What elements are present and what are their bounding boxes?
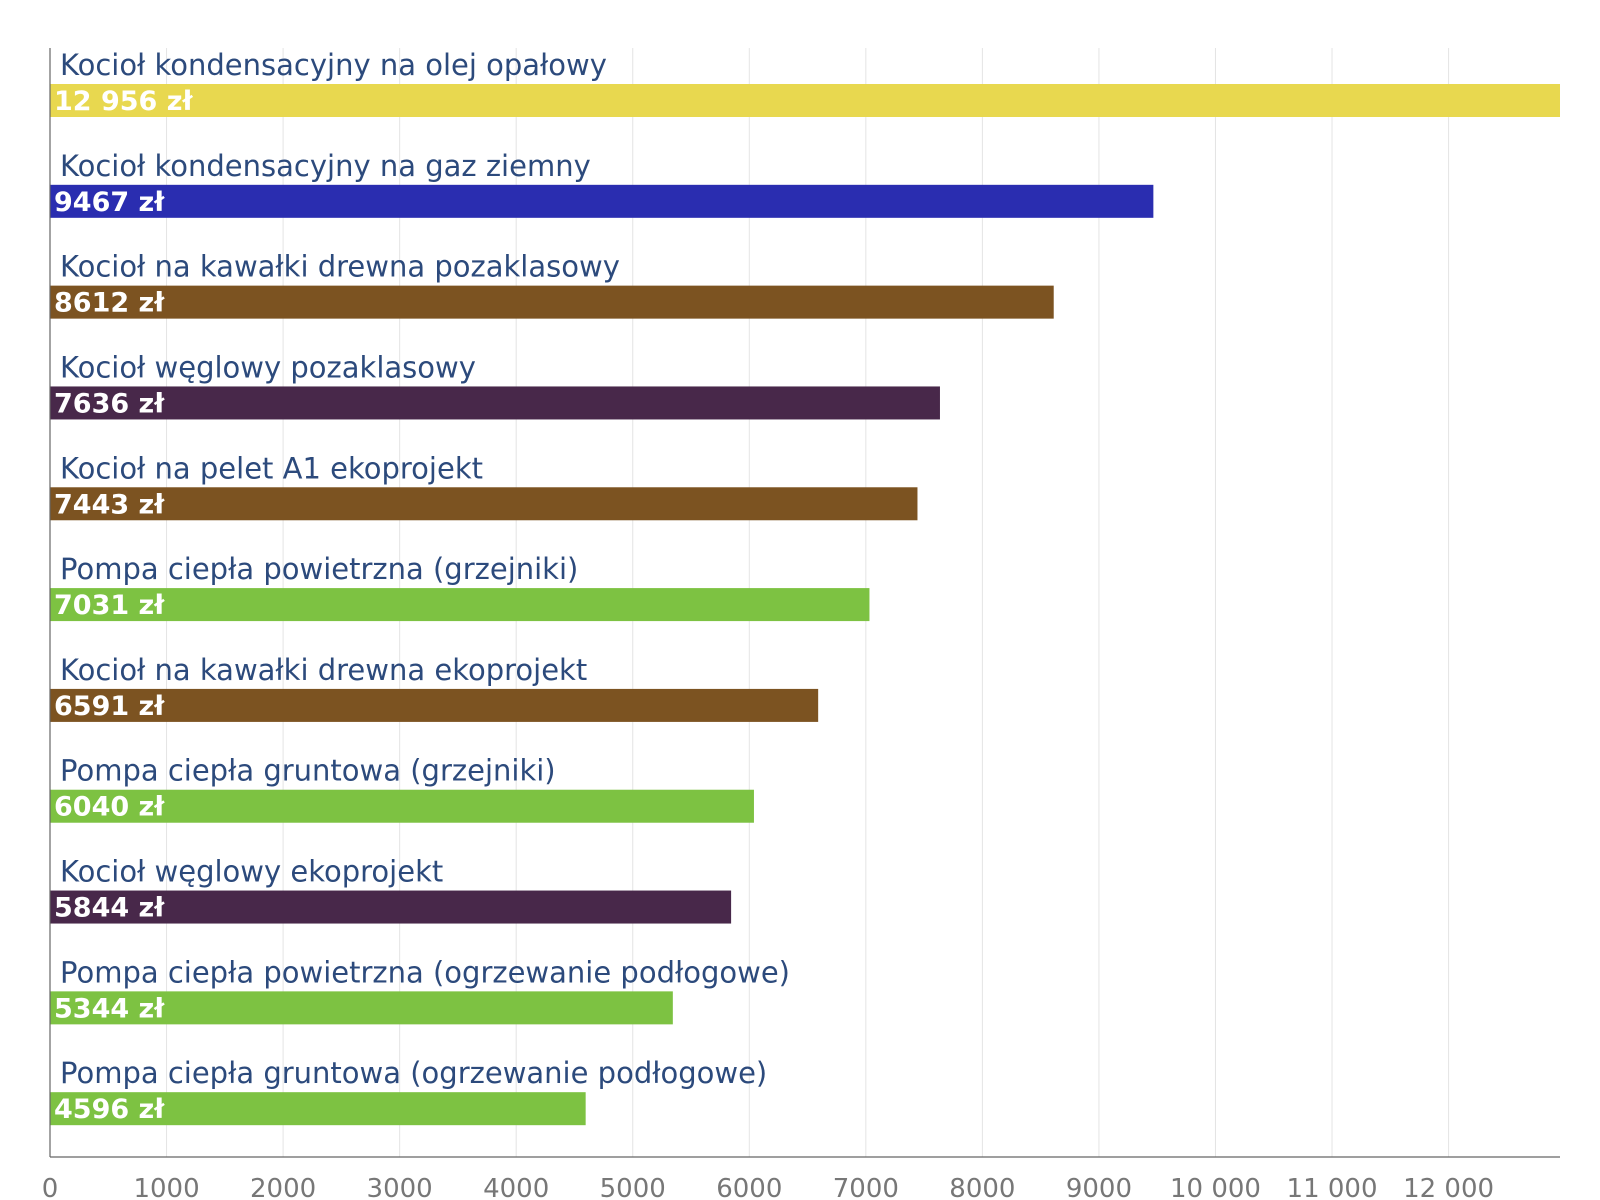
x-tick-label: 7000 — [833, 1174, 899, 1200]
category-label: Kocioł kondensacyjny na gaz ziemny — [60, 149, 591, 183]
x-tick-label: 9000 — [1066, 1174, 1132, 1200]
x-tick-label: 3000 — [367, 1174, 433, 1200]
x-tick-label: 4000 — [483, 1174, 549, 1200]
category-label: Pompa ciepła gruntowa (ogrzewanie podłog… — [60, 1056, 767, 1090]
value-label: 5844 zł — [54, 893, 165, 924]
value-label: 7443 zł — [54, 489, 165, 520]
category-label: Kocioł kondensacyjny na olej opałowy — [60, 48, 607, 82]
bar — [50, 184, 1154, 218]
x-tick-label: 10 000 — [1170, 1174, 1261, 1200]
value-label: 5344 zł — [54, 993, 165, 1024]
bar — [50, 285, 1054, 319]
bar — [50, 789, 754, 823]
bar — [50, 1092, 586, 1126]
axes-group — [49, 48, 1560, 1158]
bar — [50, 688, 819, 722]
value-label: 8612 zł — [54, 288, 165, 319]
value-label: 12 956 zł — [54, 86, 193, 117]
value-label: 7031 zł — [54, 590, 165, 621]
x-tick-label: 0 — [42, 1174, 59, 1200]
value-label: 6040 zł — [54, 792, 165, 823]
value-label: 4596 zł — [54, 1094, 165, 1125]
x-tick-label: 5000 — [600, 1174, 666, 1200]
bar — [50, 487, 918, 521]
x-tick-label: 8000 — [949, 1174, 1015, 1200]
category-label: Kocioł węglowy pozaklasowy — [60, 350, 476, 384]
category-label: Kocioł na kawałki drewna ekoprojekt — [60, 653, 587, 687]
x-tick-label: 12 000 — [1403, 1174, 1494, 1200]
bar — [50, 890, 732, 924]
category-label: Kocioł na pelet A1 ekoprojekt — [60, 451, 483, 485]
x-tick-label: 6000 — [716, 1174, 782, 1200]
x-tick-label: 11 000 — [1287, 1174, 1378, 1200]
bar — [50, 84, 1560, 117]
value-label: 7636 zł — [54, 388, 165, 419]
category-label: Pompa ciepła powietrzna (grzejniki) — [60, 552, 578, 586]
category-label: Kocioł węglowy ekoprojekt — [60, 855, 443, 889]
bar — [50, 991, 673, 1025]
x-tick-labels: 0 1000 2000 3000 4000 5000 6000 7000 8000 9000 10 … — [42, 1174, 1494, 1200]
x-tick-label: 1000 — [133, 1174, 199, 1200]
x-tick-label: 2000 — [250, 1174, 316, 1200]
category-label: Pompa ciepła powietrzna (ogrzewanie podł… — [60, 955, 790, 989]
bar — [50, 386, 940, 420]
bar — [50, 588, 870, 622]
value-label: 9467 zł — [54, 187, 165, 218]
bars-group: Kocioł kondensacyjny na olej opałowy 12 9… — [50, 48, 1560, 1126]
category-label: Pompa ciepła gruntowa (grzejniki) — [60, 754, 556, 788]
value-label: 6591 zł — [54, 691, 165, 722]
category-label: Kocioł na kawałki drewna pozaklasowy — [60, 250, 620, 284]
